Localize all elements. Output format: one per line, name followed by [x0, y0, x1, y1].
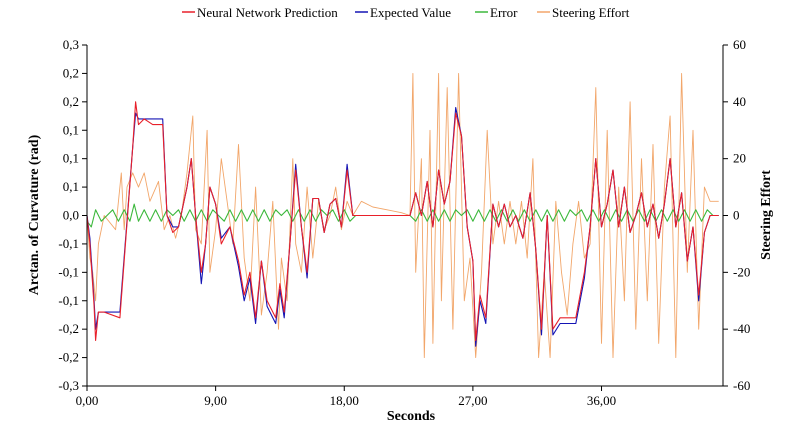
y2-tick-label: -40	[733, 321, 750, 336]
y-tick-label: -0,1	[58, 264, 79, 279]
legend-label-expected-value: Expected Value	[370, 5, 451, 20]
y-tick-label: 0,1	[63, 122, 79, 137]
y2-tick-label: 20	[733, 151, 746, 166]
x-tick-label: 27,00	[458, 393, 487, 408]
legend: Neural Network Prediction Expected Value E…	[182, 5, 630, 20]
y-tick-label: 0,1	[63, 179, 79, 194]
y-tick-label: 0,3	[63, 37, 79, 52]
y-tick-label: -0,2	[58, 350, 79, 365]
series-line-error	[86, 203, 719, 228]
series-layer	[86, 72, 719, 359]
y2-tick-label: 0	[733, 208, 740, 223]
y-tick-label: 0,1	[63, 151, 79, 166]
series-line-expected-value	[86, 106, 719, 347]
y2-tick-label: -60	[733, 378, 750, 393]
y-axis-title: Arctan. of Curvature (rad)	[27, 134, 42, 295]
legend-label-steering-effort: Steering Effort	[552, 5, 630, 20]
x-tick-label: 18,00	[330, 393, 359, 408]
y2-tick-label: 60	[733, 37, 746, 52]
y-tick-label: 0,2	[63, 94, 79, 109]
y-tick-label: 0,2	[63, 65, 79, 80]
legend-label-neural-network-prediction: Neural Network Prediction	[197, 5, 338, 20]
axes-layer: -0,3 -0,2 -0,2 -0,1 -0,1 -0,1 0,0 0,1 0,1 0,1 0,2 0…	[58, 37, 750, 408]
y2-tick-label: -20	[733, 264, 750, 279]
series-line-steering-effort	[86, 72, 719, 359]
x-tick-label: 0,00	[76, 393, 99, 408]
y-tick-label: -0,1	[58, 293, 79, 308]
y-tick-label: 0,0	[63, 208, 79, 223]
legend-label-error: Error	[490, 5, 518, 20]
y2-axis-title: Steering Effort	[759, 170, 774, 260]
y-tick-label: -0,2	[58, 321, 79, 336]
y-tick-label: -0,3	[58, 378, 79, 393]
x-tick-label: 9,00	[204, 393, 227, 408]
y2-tick-label: 40	[733, 94, 746, 109]
series-line-neural-network-prediction	[86, 101, 719, 342]
x-tick-label: 36,00	[587, 393, 616, 408]
x-axis-title: Seconds	[387, 409, 436, 424]
y-tick-label: -0,1	[58, 236, 79, 251]
